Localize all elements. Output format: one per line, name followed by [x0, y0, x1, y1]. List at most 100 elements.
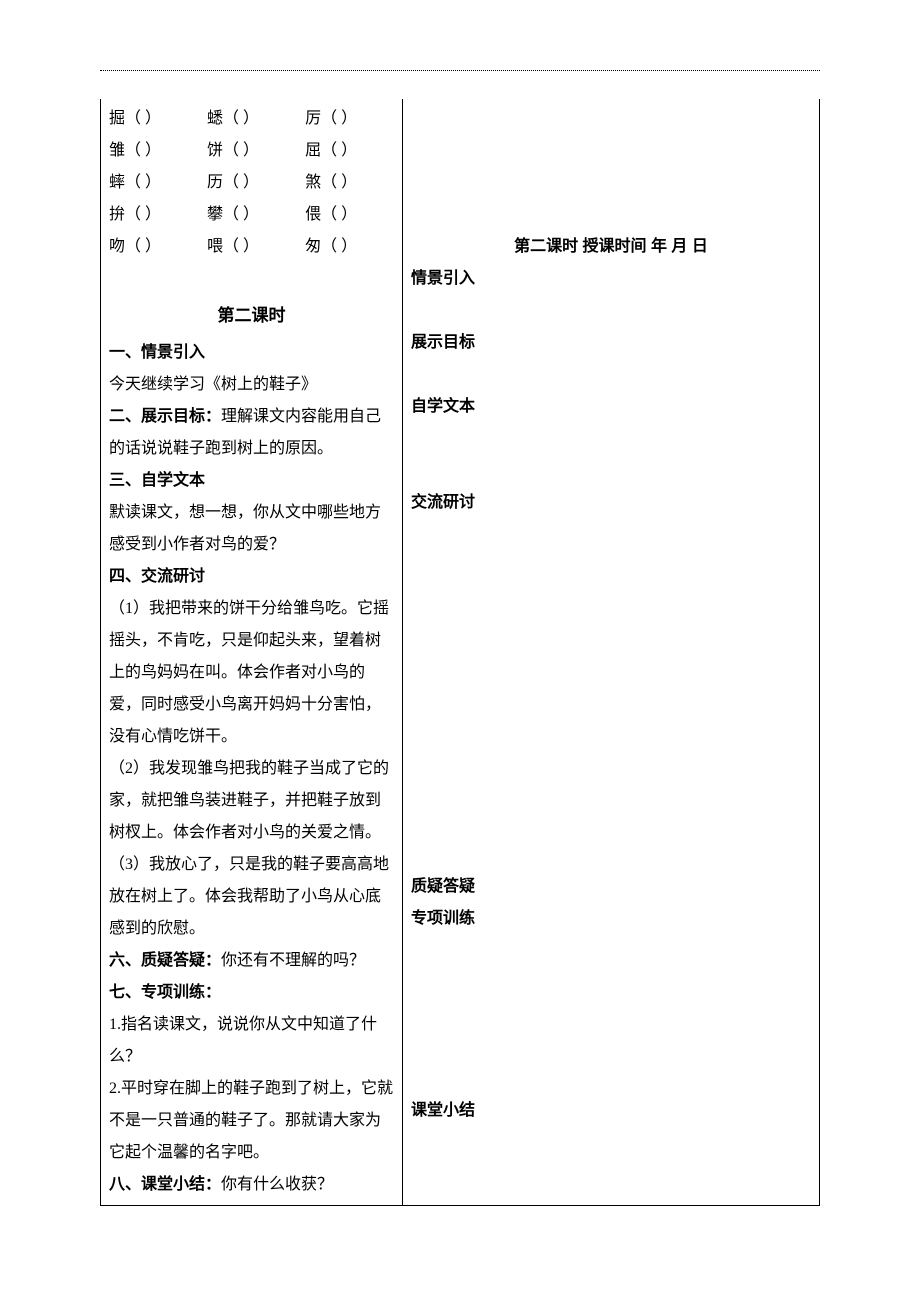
char-practice-block: 掘（ ） 蟋（ ） 厉（ ） 雏（ ） 饼（ ） 屈（ ） 蟀（ ） [109, 103, 394, 263]
char-row: 拚（ ） 攀（ ） 偎（ ） [109, 199, 394, 231]
heading-6-label: 六、质疑答疑： [109, 952, 221, 969]
char-row: 雏（ ） 饼（ ） 屈（ ） [109, 135, 394, 167]
right-label-7: 课堂小结 [411, 1095, 811, 1127]
char-cell: 雏（ ） [109, 135, 203, 167]
paren: （ ） [125, 238, 161, 255]
char-cell: 历（ ） [207, 167, 301, 199]
char: 屈 [305, 142, 321, 159]
right-label-3: 自学文本 [411, 391, 811, 423]
char: 饼 [207, 142, 223, 159]
paren: （ ） [125, 142, 161, 159]
blank-line [411, 455, 811, 487]
heading-8-line: 八、课堂小结：你有什么收获？ [109, 1169, 394, 1201]
char: 偎 [305, 206, 321, 223]
blank-line [411, 647, 811, 679]
heading-2-label: 二、展示目标： [109, 408, 221, 425]
char-cell: 偎（ ） [305, 199, 399, 231]
blank-line [411, 551, 811, 583]
section-2-title: 第二课时 [109, 295, 394, 337]
paren: （ ） [223, 206, 259, 223]
char: 拚 [109, 206, 125, 223]
char-row: 掘（ ） 蟋（ ） 厉（ ） [109, 103, 394, 135]
char: 历 [207, 174, 223, 191]
char: 厉 [305, 110, 321, 127]
char: 吻 [109, 238, 125, 255]
heading-2-line: 二、展示目标：理解课文内容能用自己的话说说鞋子跑到树上的原因。 [109, 401, 394, 465]
right-label-2: 展示目标 [411, 327, 811, 359]
content-table: 掘（ ） 蟋（ ） 厉（ ） 雏（ ） 饼（ ） 屈（ ） 蟀（ ） [100, 99, 820, 1206]
right-label-6: 专项训练 [411, 903, 811, 935]
paren: （ ） [223, 110, 259, 127]
blank-line [411, 423, 811, 455]
char-cell: 拚（ ） [109, 199, 203, 231]
char-cell: 饼（ ） [207, 135, 301, 167]
top-dashed-rule [100, 70, 820, 71]
blank-line [411, 999, 811, 1031]
char-cell: 厉（ ） [305, 103, 399, 135]
char: 攀 [207, 206, 223, 223]
paren: （ ） [125, 110, 161, 127]
para-1: 今天继续学习《树上的鞋子》 [109, 369, 394, 401]
char: 蟀 [109, 174, 125, 191]
blank-line [411, 295, 811, 327]
para-4-2: （2）我发现雏鸟把我的鞋子当成了它的家，就把雏鸟装进鞋子，并把鞋子放到树杈上。体… [109, 753, 394, 849]
blank-line [411, 1031, 811, 1063]
heading-4: 四、交流研讨 [109, 561, 394, 593]
right-header: 第二课时 授课时间 年 月 日 [411, 231, 811, 263]
char-cell: 喂（ ） [207, 231, 301, 263]
blank-line [411, 199, 811, 231]
blank-line [411, 167, 811, 199]
blank-line [411, 807, 811, 839]
spacer [109, 263, 394, 295]
heading-3: 三、自学文本 [109, 465, 394, 497]
blank-line [411, 103, 811, 135]
paren: （ ） [223, 174, 259, 191]
blank-line [411, 519, 811, 551]
blank-line [411, 135, 811, 167]
page: 掘（ ） 蟋（ ） 厉（ ） 雏（ ） 饼（ ） 屈（ ） 蟀（ ） [0, 0, 920, 1302]
char-cell: 蟀（ ） [109, 167, 203, 199]
char: 喂 [207, 238, 223, 255]
right-column: 第二课时 授课时间 年 月 日 情景引入 展示目标 自学文本 交流研讨 [402, 99, 819, 1206]
char: 蟋 [207, 110, 223, 127]
heading-6-line: 六、质疑答疑：你还有不理解的吗？ [109, 945, 394, 977]
right-label-5: 质疑答疑 [411, 871, 811, 903]
blank-line [411, 679, 811, 711]
table-row: 掘（ ） 蟋（ ） 厉（ ） 雏（ ） 饼（ ） 屈（ ） 蟀（ ） [101, 99, 820, 1206]
paren: （ ） [321, 206, 357, 223]
para-7-2: 2.平时穿在脚上的鞋子跑到了树上，它就不是一只普通的鞋子了。那就请大家为它起个温… [109, 1073, 394, 1169]
blank-line [411, 1063, 811, 1095]
blank-line [411, 775, 811, 807]
char-cell: 蟋（ ） [207, 103, 301, 135]
paren: （ ） [321, 142, 357, 159]
para-4-1: （1）我把带来的饼干分给雏鸟吃。它摇摇头，不肯吃，只是仰起头来，望着树上的鸟妈妈… [109, 593, 394, 753]
para-4-3: （3）我放心了，只是我的鞋子要高高地放在树上了。体会我帮助了小鸟从心底感到的欣慰… [109, 849, 394, 945]
char-cell: 屈（ ） [305, 135, 399, 167]
blank-line [411, 615, 811, 647]
paren: （ ） [321, 110, 357, 127]
char: 匆 [305, 238, 321, 255]
right-label-1: 情景引入 [411, 263, 811, 295]
char-row: 蟀（ ） 历（ ） 煞（ ） [109, 167, 394, 199]
heading-6-text: 你还有不理解的吗？ [221, 952, 365, 969]
paren: （ ） [321, 238, 357, 255]
char: 掘 [109, 110, 125, 127]
paren: （ ） [125, 206, 161, 223]
blank-line [411, 359, 811, 391]
blank-line [411, 711, 811, 743]
char-cell: 掘（ ） [109, 103, 203, 135]
blank-line [411, 583, 811, 615]
blank-line [411, 935, 811, 967]
heading-8-text: 你有什么收获？ [221, 1176, 333, 1193]
paren: （ ） [223, 238, 259, 255]
blank-line [411, 967, 811, 999]
blank-line [411, 839, 811, 871]
paren: （ ） [223, 142, 259, 159]
char-cell: 攀（ ） [207, 199, 301, 231]
char: 雏 [109, 142, 125, 159]
char-row: 吻（ ） 喂（ ） 匆（ ） [109, 231, 394, 263]
heading-7: 七、专项训练： [109, 977, 394, 1009]
heading-8-label: 八、课堂小结： [109, 1176, 221, 1193]
paren: （ ） [125, 174, 161, 191]
char-cell: 煞（ ） [305, 167, 399, 199]
